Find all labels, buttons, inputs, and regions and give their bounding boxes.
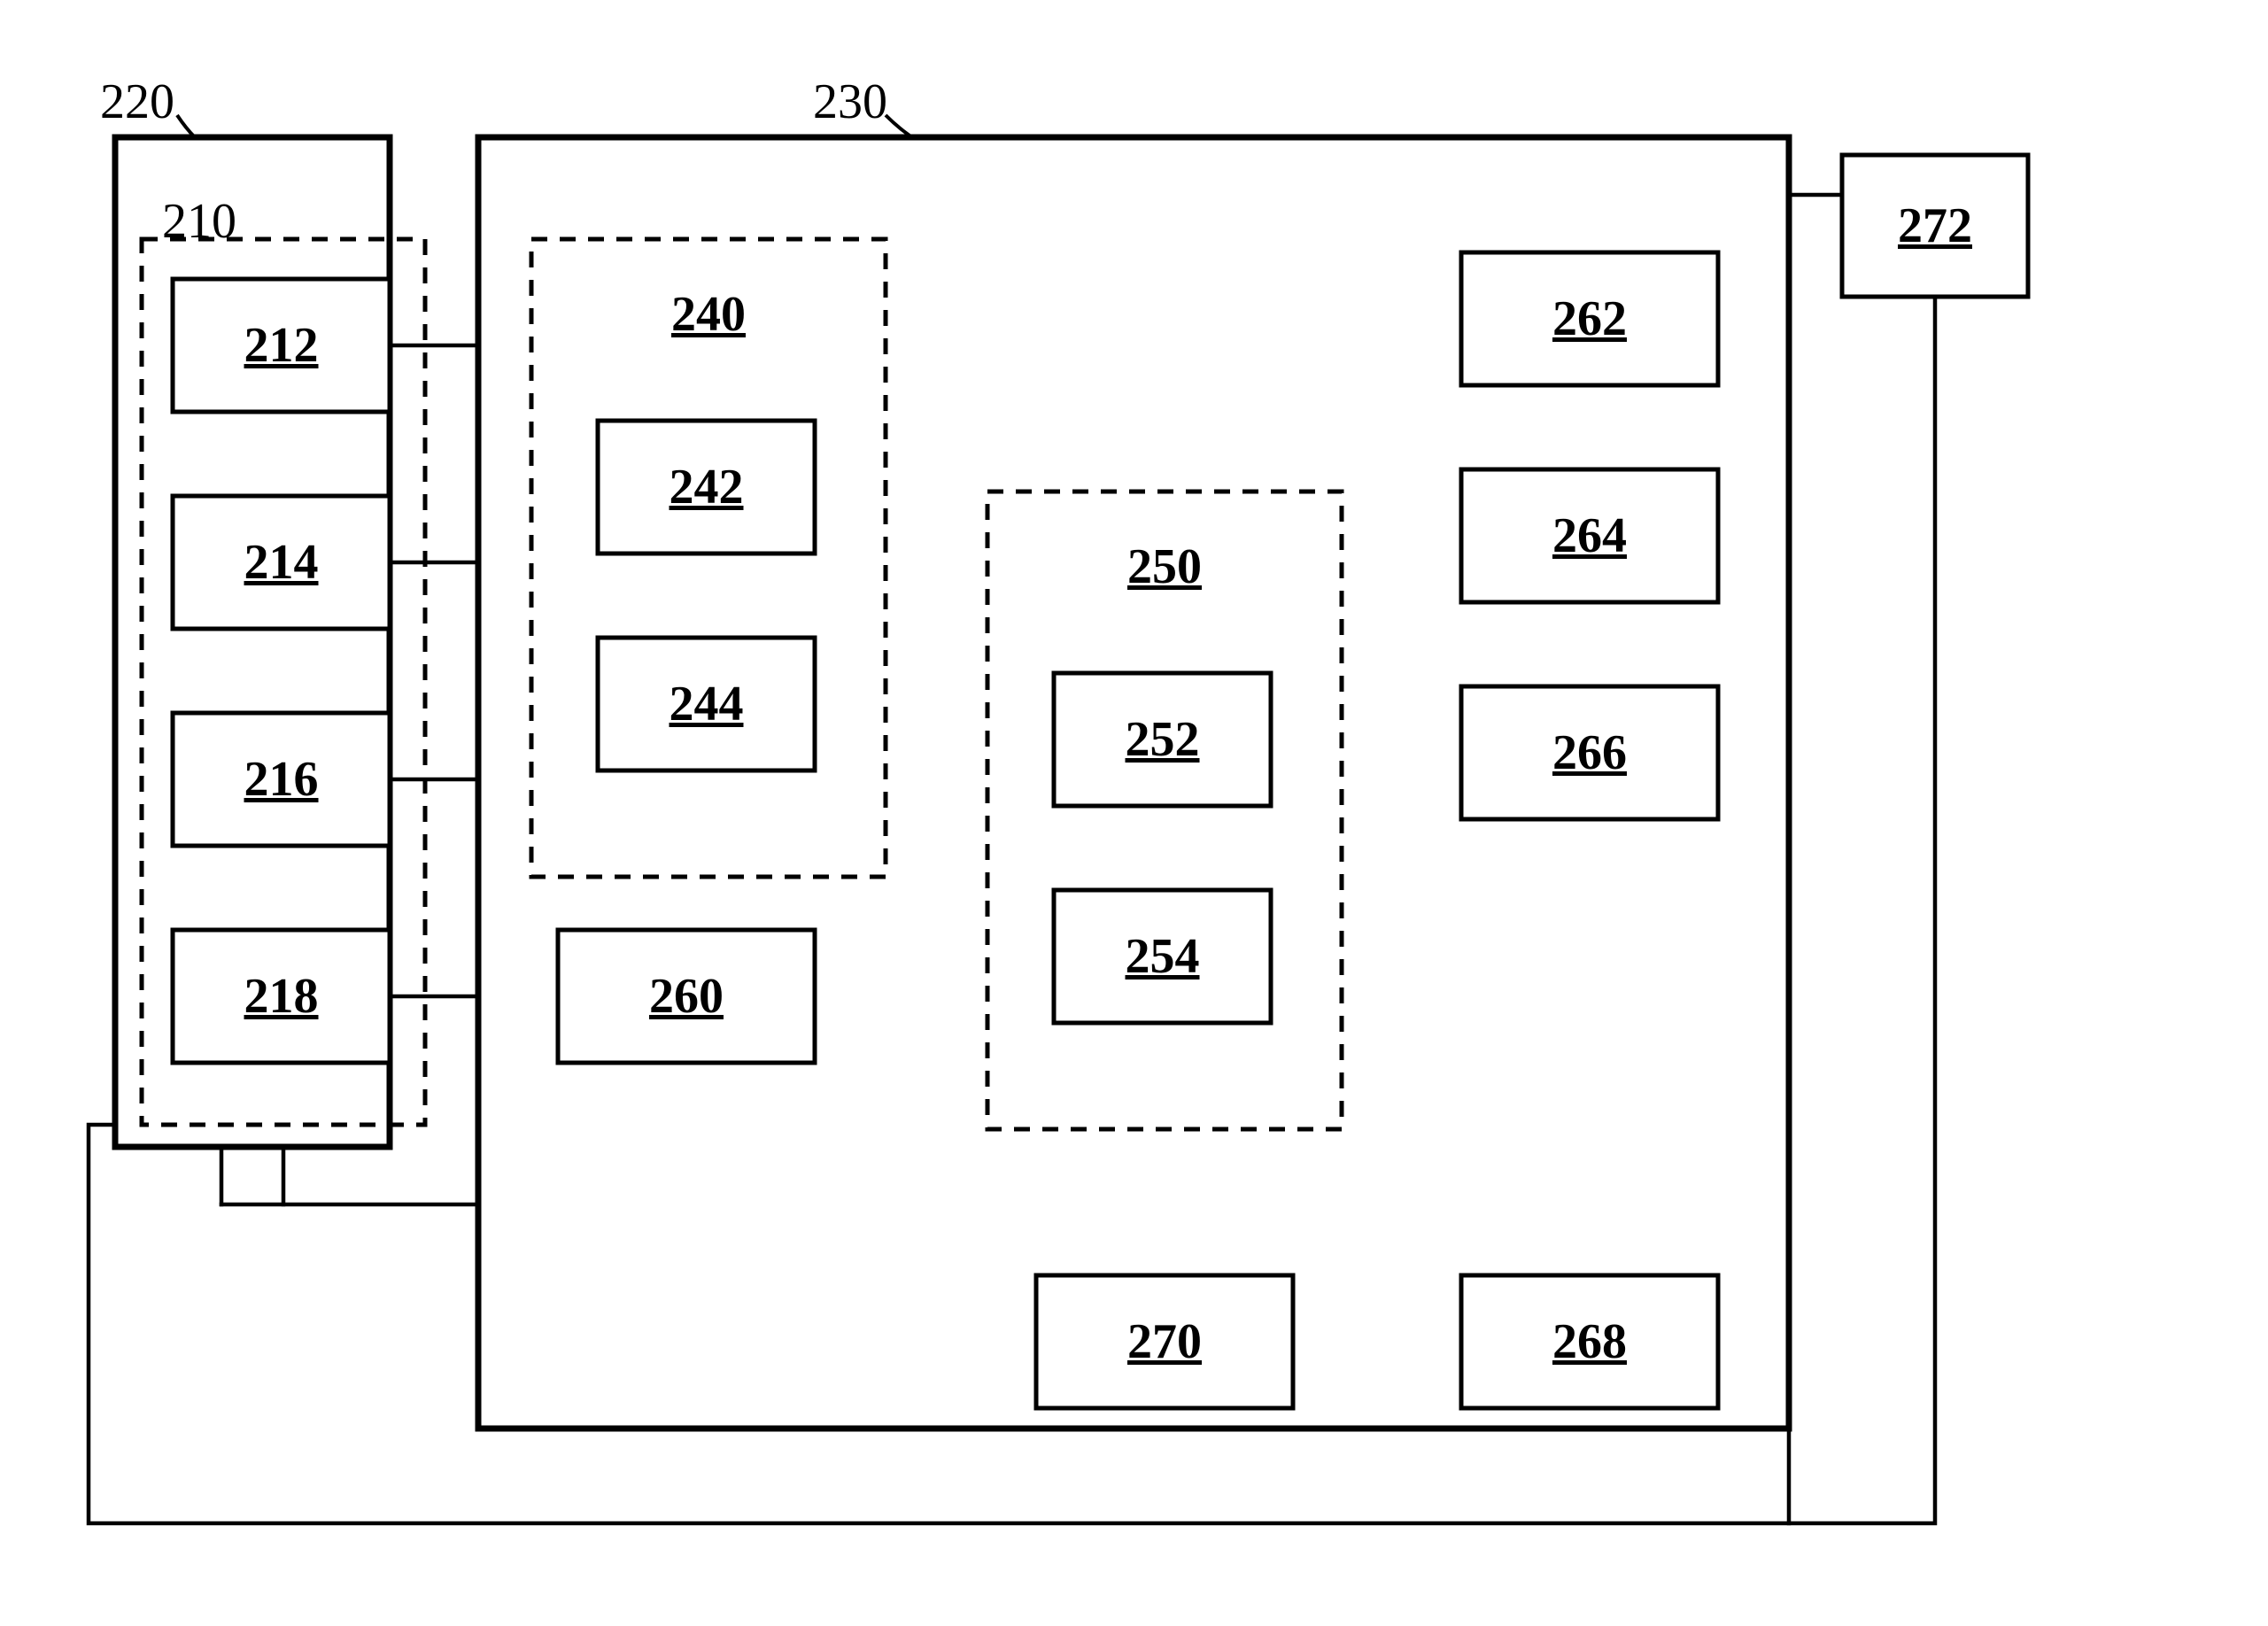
callout-c230: 230 (813, 74, 887, 130)
label-box254: 254 (1126, 928, 1200, 985)
label-box264: 264 (1552, 507, 1627, 564)
callout-c210: 210 (162, 193, 236, 250)
diagram-stage: 272 212 214 216 218 242 244 260 252 254 262 264 266 2… (0, 0, 2268, 1626)
label-box260: 260 (649, 968, 724, 1025)
label-box216: 216 (244, 751, 319, 808)
callout-c220: 220 (100, 74, 174, 130)
label-box242: 242 (670, 459, 744, 515)
title-box240: 240 (671, 286, 746, 343)
boxes-group (115, 137, 2028, 1429)
label-box272: 272 (1898, 197, 1972, 254)
title-box250: 250 (1127, 538, 1202, 595)
label-box244: 244 (670, 676, 744, 732)
label-box252: 252 (1126, 711, 1200, 768)
label-box266: 266 (1552, 724, 1627, 781)
label-box270: 270 (1127, 1313, 1202, 1370)
label-box214: 214 (244, 534, 319, 591)
label-box212: 212 (244, 317, 319, 374)
label-box268: 268 (1552, 1313, 1627, 1370)
label-box218: 218 (244, 968, 319, 1025)
label-box262: 262 (1552, 290, 1627, 347)
